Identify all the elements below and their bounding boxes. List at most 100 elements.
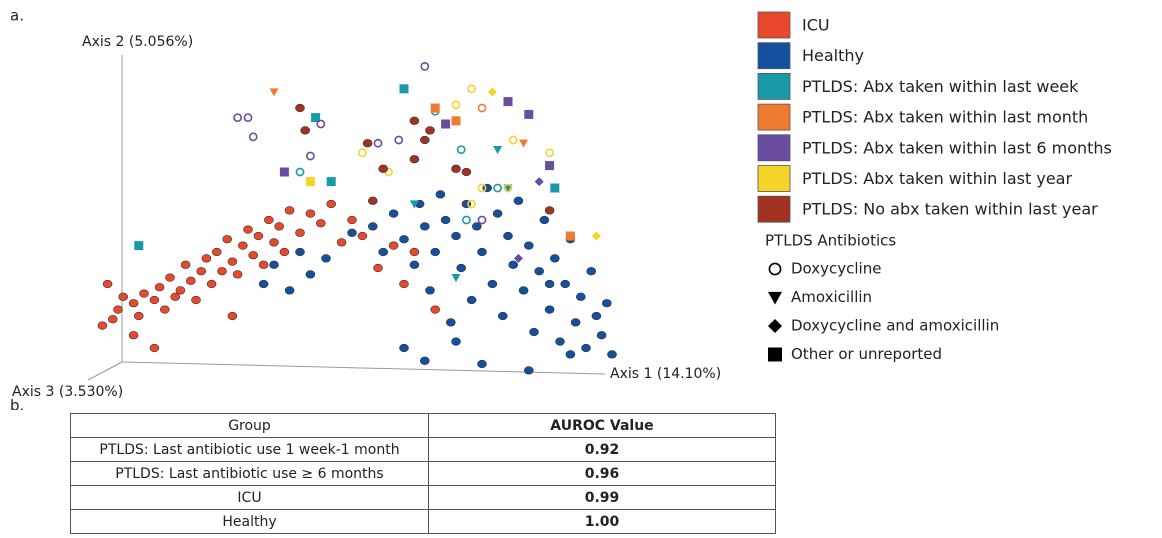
- data-point: [180, 260, 191, 269]
- data-point: [394, 135, 404, 145]
- data-point: [601, 299, 612, 308]
- data-point: [269, 260, 279, 269]
- data-point: [243, 113, 253, 122]
- data-point: [102, 279, 113, 289]
- data-point: [222, 235, 232, 244]
- data-point: [238, 241, 248, 250]
- table-cell: PTLDS: Last antibiotic use ≥ 6 months: [70, 461, 429, 486]
- legend-label: ICU: [802, 16, 830, 35]
- data-point: [519, 139, 529, 148]
- data-point: [409, 155, 420, 164]
- data-point: [430, 305, 441, 314]
- data-point: [529, 327, 539, 337]
- data-point: [165, 273, 175, 282]
- data-point: [477, 247, 487, 257]
- data-point: [269, 88, 279, 97]
- data-point: [305, 177, 315, 187]
- data-point: [97, 321, 108, 330]
- data-point: [175, 286, 186, 295]
- data-point: [451, 100, 461, 110]
- data-point: [295, 167, 305, 177]
- data-point: [357, 148, 367, 158]
- data-point: [451, 274, 461, 283]
- data-point: [441, 119, 451, 129]
- data-point: [477, 183, 487, 193]
- data-point: [305, 270, 316, 279]
- data-point: [154, 283, 165, 292]
- data-point: [362, 139, 373, 148]
- data-point: [565, 231, 575, 241]
- data-point: [139, 289, 149, 298]
- data-point: [467, 84, 476, 94]
- data-point: [227, 257, 238, 266]
- z-axis-label: Axis 3 (3.530%): [12, 384, 123, 400]
- data-point: [591, 231, 601, 241]
- data-point: [539, 215, 550, 225]
- data-point: [243, 225, 253, 234]
- data-point: [134, 311, 144, 321]
- data-point: [425, 286, 435, 295]
- data-point: [596, 331, 607, 340]
- auroc-table: Group AUROC Value PTLDS: Last antibiotic u…: [70, 413, 776, 534]
- data-point: [305, 209, 316, 218]
- data-point: [409, 116, 420, 125]
- data-point: [487, 87, 497, 97]
- data-point: [575, 292, 586, 301]
- data-point: [477, 103, 487, 113]
- data-point: [336, 238, 347, 247]
- legend-label: Amoxicillin: [791, 288, 872, 306]
- data-point: [128, 299, 139, 308]
- axis-3-line: [87, 361, 123, 381]
- data-point: [263, 215, 274, 225]
- legend-symbol: [768, 291, 782, 305]
- data-point: [545, 148, 554, 158]
- data-point: [425, 126, 435, 135]
- data-point: [113, 305, 123, 314]
- data-point: [493, 183, 502, 193]
- data-point: [503, 97, 513, 107]
- legend-swatch: [757, 42, 791, 70]
- data-point: [217, 267, 227, 276]
- x-axis-label: Axis 1 (14.10%): [610, 366, 721, 382]
- legend-label: Doxycycline and amoxicillin: [791, 317, 999, 335]
- data-point: [518, 286, 529, 295]
- legend-label: PTLDS: Abx taken within last month: [802, 108, 1088, 127]
- data-point: [367, 196, 378, 205]
- data-point: [550, 183, 560, 193]
- data-point: [284, 206, 295, 215]
- table-row: PTLDS: Last antibiotic use ≥ 6 months 0.9…: [70, 461, 776, 486]
- data-point: [295, 228, 305, 237]
- data-point: [440, 215, 451, 225]
- table-cell: 0.96: [428, 461, 776, 486]
- data-point: [258, 260, 269, 269]
- data-point: [513, 253, 523, 263]
- data-point: [321, 254, 331, 263]
- data-point: [409, 247, 420, 257]
- table-row: PTLDS: Last antibiotic use 1 week-1 mont…: [70, 437, 776, 462]
- legend-swatch: [757, 195, 791, 223]
- data-point: [508, 135, 518, 145]
- table-cell: PTLDS: Last antibiotic use 1 week-1 mont…: [70, 437, 429, 462]
- table-cell: 0.99: [428, 485, 776, 510]
- data-point: [581, 343, 591, 353]
- legend-symbol: [768, 262, 782, 276]
- data-point: [409, 200, 419, 209]
- data-point: [430, 247, 441, 257]
- data-point: [253, 231, 264, 241]
- data-point: [503, 231, 513, 241]
- data-point: [134, 241, 144, 251]
- legend-label: PTLDS: No abx taken within last year: [802, 200, 1098, 219]
- data-point: [108, 315, 118, 324]
- data-point: [451, 116, 461, 126]
- data-point: [456, 145, 466, 154]
- table-cell: AUROC Value: [428, 413, 776, 438]
- table-cell: 1.00: [428, 509, 776, 534]
- data-point: [311, 113, 321, 123]
- data-point: [607, 350, 617, 359]
- data-point: [279, 167, 289, 177]
- legend-symbol: [768, 347, 782, 362]
- data-point: [591, 311, 602, 321]
- data-point: [555, 337, 565, 346]
- data-point: [160, 305, 170, 314]
